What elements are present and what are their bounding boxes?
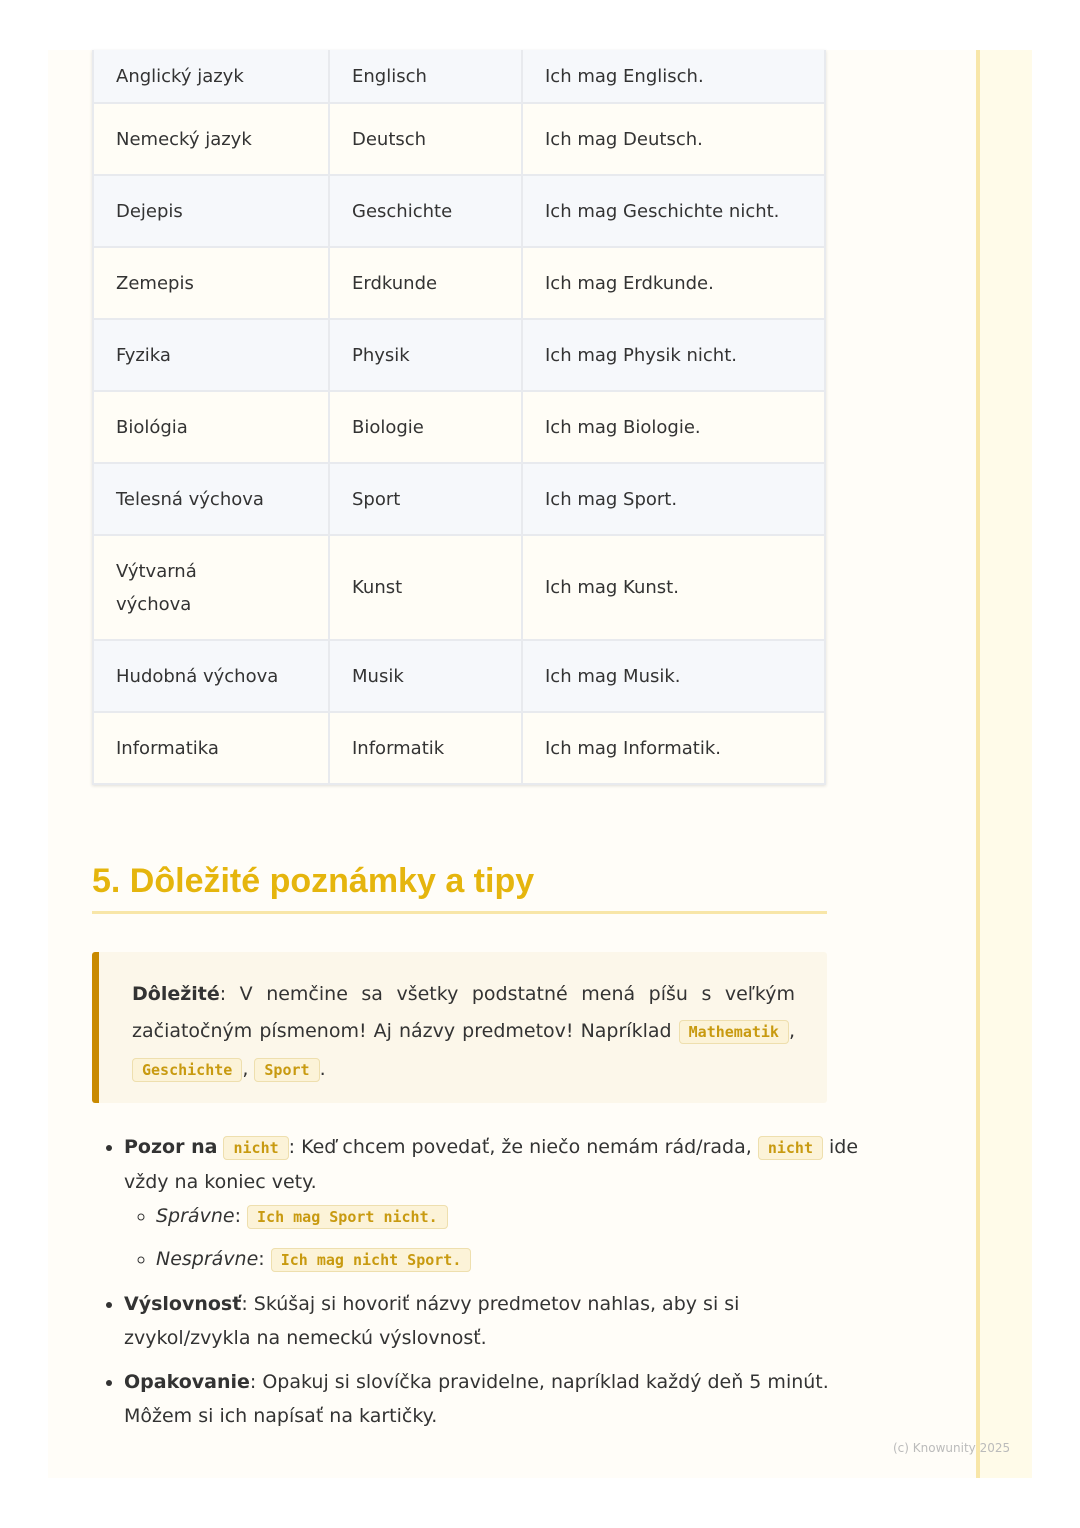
table-cell: Ich mag Musik.: [521, 639, 826, 713]
callout-label: Dôležité: [132, 983, 220, 1005]
table-cell: Telesná výchova: [92, 462, 330, 536]
table-cell: Physik: [328, 318, 523, 392]
sep: .: [319, 1058, 326, 1080]
copyright-footer: (c) Knowunity 2025: [893, 1441, 1011, 1455]
table-cell: Ich mag Englisch.: [521, 50, 826, 104]
table-row: Hudobná výchova Musik Ich mag Musik.: [92, 639, 826, 713]
table-cell: Ich mag Sport.: [521, 462, 826, 536]
important-callout: Dôležité: V nemčine sa všetky podstatné …: [92, 952, 827, 1103]
table-cell: Erdkunde: [328, 246, 523, 320]
sep: ,: [788, 1020, 795, 1042]
table-cell: Ich mag Informatik.: [521, 711, 826, 785]
table-row: Telesná výchova Sport Ich mag Sport.: [92, 462, 826, 536]
table-cell: Sport: [328, 462, 523, 536]
table-row: Výtvarná výchova Kunst Ich mag Kunst.: [92, 534, 826, 641]
table-cell: Ich mag Physik nicht.: [521, 318, 826, 392]
example-code: Ich mag Sport nicht.: [247, 1205, 448, 1229]
table-row: Zemepis Erdkunde Ich mag Erdkunde.: [92, 246, 826, 320]
table-cell: Ich mag Kunst.: [521, 534, 826, 641]
table-cell: Informatika: [92, 711, 330, 785]
table-row: Informatika Informatik Ich mag Informatik.: [92, 711, 826, 785]
tip-text: ide vždy na koniec vety.: [124, 1136, 859, 1193]
code-sport: Sport: [254, 1058, 320, 1082]
example-label: Správne: [156, 1205, 235, 1227]
tip-label: Pozor na: [124, 1136, 218, 1158]
tips-list: Pozor na nicht: Keď chcem povedať, že ni…: [92, 1130, 864, 1443]
code-nicht: nicht: [223, 1136, 289, 1160]
table-row: Fyzika Physik Ich mag Physik nicht.: [92, 318, 826, 392]
table-cell: Englisch: [328, 50, 523, 104]
table-row: Biológia Biologie Ich mag Biologie.: [92, 390, 826, 464]
tip-repetition: Opakovanie: Opakuj si slovíčka pravideln…: [124, 1365, 864, 1433]
callout-text: : V nemčine sa všetky podstatné mená píš…: [132, 983, 795, 1042]
tip-text: : Keď chcem povedať, že niečo nemám rád/…: [288, 1136, 758, 1158]
table-cell: Ich mag Erdkunde.: [521, 246, 826, 320]
example-correct: Správne: Ich mag Sport nicht.: [156, 1199, 864, 1234]
table-cell: Fyzika: [92, 318, 330, 392]
tip-nicht: Pozor na nicht: Keď chcem povedať, že ni…: [124, 1130, 864, 1277]
code-geschichte: Geschichte: [132, 1058, 243, 1082]
table-cell: Biologie: [328, 390, 523, 464]
table-cell: Ich mag Geschichte nicht.: [521, 174, 826, 248]
tip-label: Opakovanie: [124, 1371, 250, 1393]
table-cell: Ich mag Deutsch.: [521, 102, 826, 176]
table-cell: Anglický jazyk: [92, 50, 330, 104]
table-cell: Biológia: [92, 390, 330, 464]
table-cell: Kunst: [328, 534, 523, 641]
example-code: Ich mag nicht Sport.: [270, 1248, 472, 1272]
table-row: Nemecký jazyk Deutsch Ich mag Deutsch.: [92, 102, 826, 176]
table-cell: Informatik: [328, 711, 523, 785]
table-cell: Geschichte: [328, 174, 523, 248]
table-cell: Ich mag Biologie.: [521, 390, 826, 464]
table-cell: Hudobná výchova: [92, 639, 330, 713]
table-row: Dejepis Geschichte Ich mag Geschichte nich…: [92, 174, 826, 248]
table-cell: Nemecký jazyk: [92, 102, 330, 176]
subjects-table: Anglický jazyk Englisch Ich mag Englisch. N…: [92, 50, 826, 785]
side-margin: [976, 50, 1032, 1478]
examples-list: Správne: Ich mag Sport nicht. Nesprávne:…: [124, 1199, 864, 1277]
section-heading: 5. Dôležité poznámky a tipy: [92, 862, 827, 914]
tip-text: : Opakuj si slovíčka pravidelne, napríkl…: [124, 1371, 829, 1427]
table-cell: Zemepis: [92, 246, 330, 320]
example-label: Nesprávne: [156, 1248, 259, 1270]
table-cell: Musik: [328, 639, 523, 713]
sep: ,: [242, 1058, 255, 1080]
tip-label: Výslovnosť: [124, 1293, 242, 1315]
tip-text: : Skúšaj si hovoriť názvy predmetov nahl…: [124, 1293, 740, 1349]
table-row: Anglický jazyk Englisch Ich mag Englisch.: [92, 50, 826, 104]
example-wrong: Nesprávne: Ich mag nicht Sport.: [156, 1242, 864, 1277]
table-cell: Dejepis: [92, 174, 330, 248]
code-nicht: nicht: [757, 1136, 823, 1160]
table-cell: Deutsch: [328, 102, 523, 176]
tip-pronunciation: Výslovnosť: Skúšaj si hovoriť názvy pred…: [124, 1287, 864, 1355]
table-cell: Výtvarná výchova: [92, 534, 330, 641]
code-mathematik: Mathematik: [678, 1020, 789, 1044]
